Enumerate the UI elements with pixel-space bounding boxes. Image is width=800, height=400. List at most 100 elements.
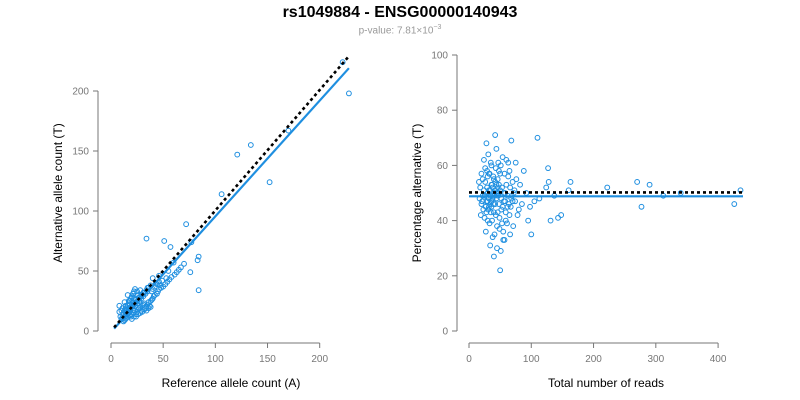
right-data-point	[519, 201, 525, 207]
right-data-point	[493, 145, 500, 152]
right-data-point	[491, 253, 497, 260]
right-x-tick-label: 0	[466, 354, 472, 365]
left-data-point	[218, 191, 225, 198]
right-data-point	[499, 203, 506, 210]
left-x-tick-label: 200	[311, 354, 328, 365]
right-data-point	[497, 162, 504, 169]
right-data-point	[494, 209, 501, 216]
left-data-point	[194, 257, 201, 264]
left-data-point	[161, 238, 168, 244]
right-data-point	[476, 179, 482, 185]
right-data-point	[509, 179, 516, 185]
right-data-point	[512, 159, 519, 166]
right-y-tick-label: 0	[442, 327, 448, 338]
right-x-tick-label: 200	[585, 354, 602, 365]
left-data-point	[181, 260, 187, 267]
right-data-point	[506, 212, 513, 218]
right-data-point	[491, 209, 497, 216]
right-data-point	[531, 198, 538, 205]
right-data-point	[502, 217, 509, 224]
right-data-point	[482, 228, 489, 235]
right-data-point	[486, 203, 492, 210]
right-data-point	[494, 184, 501, 191]
right-data-point	[500, 237, 507, 243]
left-data-point	[137, 287, 144, 294]
right-data-point	[505, 173, 512, 180]
right-data-point	[483, 209, 490, 216]
left-data-point	[147, 304, 154, 310]
right-data-point	[492, 165, 499, 172]
right-data-point	[482, 179, 489, 185]
right-data-point	[499, 220, 505, 227]
left-data-point	[247, 142, 254, 148]
left-y-tick-label: 0	[83, 327, 89, 338]
left-data-point	[266, 179, 273, 186]
right-data-point	[515, 206, 522, 213]
right-data-point	[543, 184, 550, 191]
right-data-point	[731, 201, 738, 207]
right-data-point	[545, 179, 552, 185]
right-data-point	[484, 198, 491, 205]
left-data-point	[195, 253, 202, 260]
right-data-point	[507, 184, 514, 191]
chart-subtitle: p-value: 7.81×10−3	[0, 24, 800, 36]
left-x-tick-label: 0	[108, 354, 114, 365]
right-data-point	[488, 203, 495, 210]
right-data-point	[505, 159, 512, 166]
right-data-point	[638, 203, 645, 210]
right-data-point	[477, 212, 484, 218]
right-data-point	[488, 181, 495, 188]
right-data-point	[503, 181, 510, 188]
right-data-point	[481, 214, 488, 221]
left-y-tick-label: 50	[78, 267, 90, 278]
right-data-point	[492, 132, 499, 138]
right-data-point	[545, 165, 551, 172]
right-x-tick-label: 100	[523, 354, 540, 365]
right-data-point	[502, 198, 509, 205]
right-data-point	[497, 267, 504, 274]
left-data-point	[149, 275, 156, 282]
left-data-point	[183, 221, 190, 228]
left-y-tick-label: 100	[72, 207, 89, 218]
right-data-point	[477, 184, 484, 191]
right-data-point	[507, 203, 514, 210]
left-data-point	[285, 127, 292, 134]
right-y-tick-label: 60	[437, 161, 449, 172]
right-data-point	[646, 181, 653, 188]
right-data-point	[512, 198, 518, 205]
right-data-point	[534, 134, 541, 141]
right-data-point	[506, 168, 513, 174]
left-y-tick-label: 200	[72, 87, 89, 98]
right-data-point	[500, 228, 507, 235]
right-data-point	[496, 214, 503, 221]
right-data-point	[478, 170, 485, 177]
right-data-point	[558, 212, 565, 218]
right-data-point	[517, 181, 523, 188]
right-data-point	[485, 151, 492, 158]
right-data-point	[547, 217, 554, 224]
right-data-point	[491, 231, 498, 238]
right-data-point	[510, 223, 517, 230]
right-data-point	[511, 187, 518, 194]
left-data-point	[132, 286, 138, 292]
right-data-point	[497, 248, 504, 254]
left-data-point	[143, 235, 150, 242]
left-x-tick-label: 100	[207, 354, 224, 365]
right-data-point	[489, 217, 495, 224]
right-data-point	[634, 179, 641, 185]
right-data-point	[490, 173, 497, 180]
right-data-point	[502, 209, 509, 216]
left-data-point	[163, 275, 170, 282]
right-y-axis-title: Percentage alternative (T)	[410, 124, 424, 263]
right-data-point	[525, 217, 532, 224]
left-data-point	[116, 308, 123, 315]
right-data-point	[528, 231, 535, 238]
right-data-point	[520, 168, 527, 174]
left-x-axis-title: Reference allele count (A)	[162, 376, 301, 390]
right-data-point	[498, 206, 505, 213]
left-x-tick-label: 150	[259, 354, 276, 365]
right-data-point	[501, 170, 508, 177]
right-y-tick-label: 100	[431, 51, 448, 62]
left-y-tick-label: 150	[72, 147, 89, 158]
